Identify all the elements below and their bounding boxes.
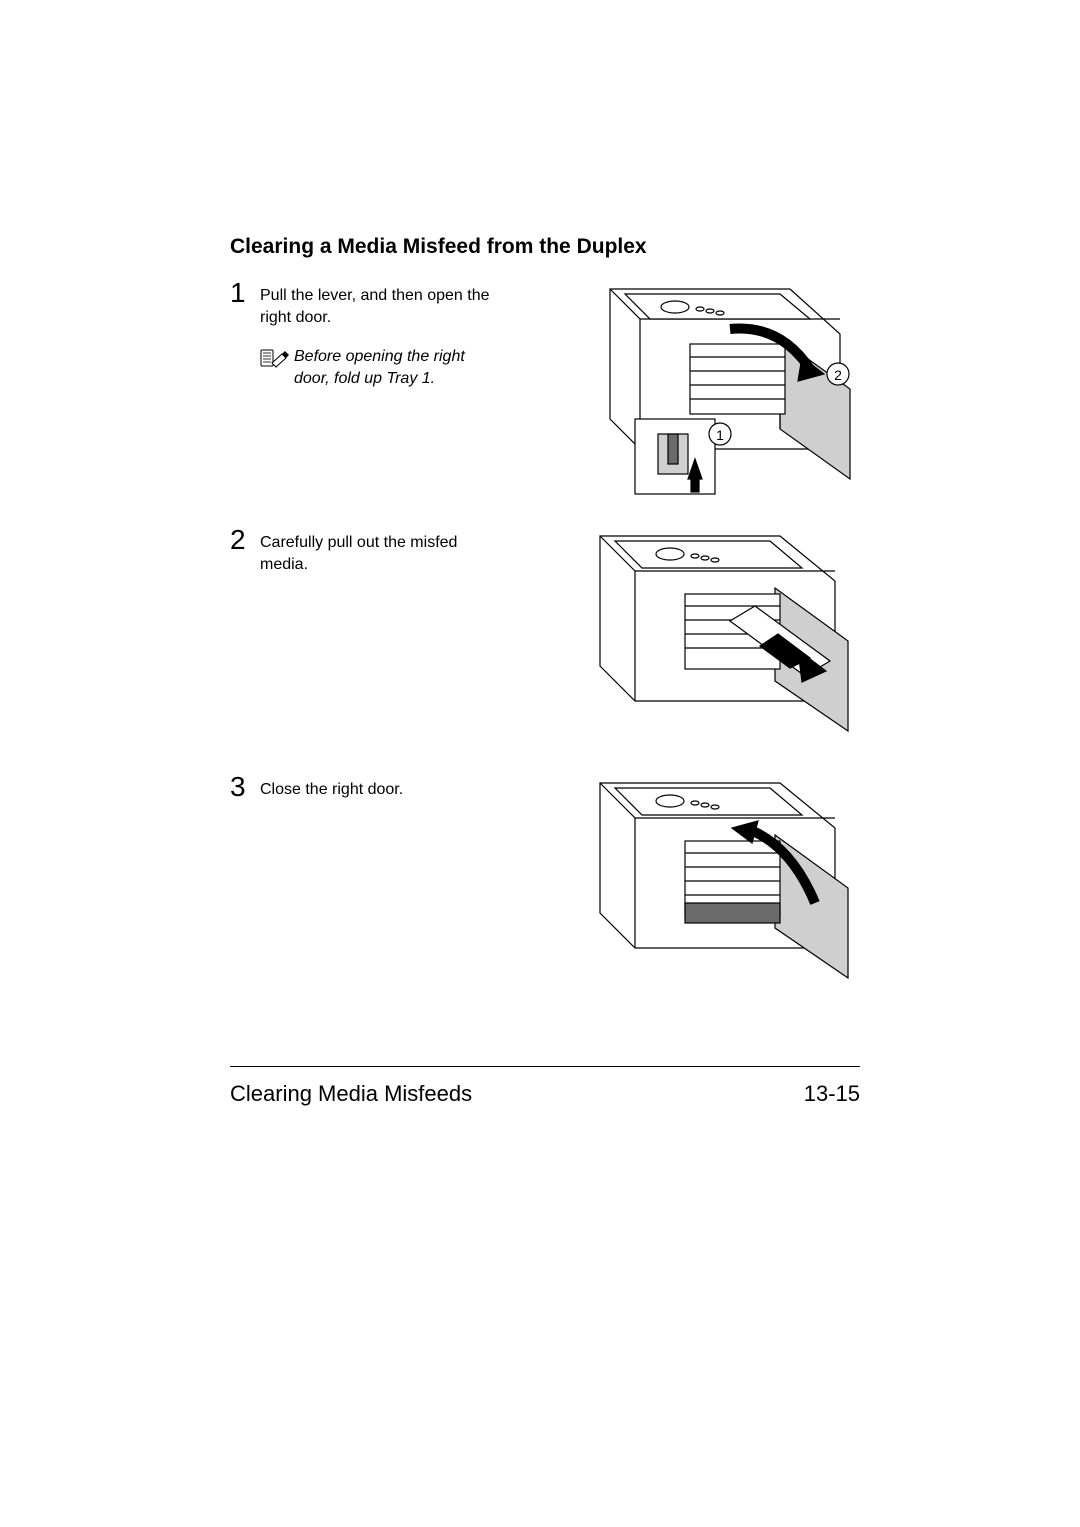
footer-section-title: Clearing Media Misfeeds <box>230 1081 472 1107</box>
note-hand-icon <box>260 346 294 377</box>
manual-page: Clearing a Media Misfeed from the Duplex… <box>0 0 1080 1527</box>
step-instruction: Carefully pull out the misfed media. <box>260 532 490 575</box>
step-body: Carefully pull out the misfed media. <box>260 526 860 751</box>
illustration-column <box>490 773 860 998</box>
printer-illustration-3 <box>580 773 860 998</box>
note-row: Before opening the right door, fold up T… <box>260 346 490 389</box>
footer-rule <box>230 1066 860 1067</box>
illustration-column: 1 2 <box>490 279 860 504</box>
step-block-3: 3 Close the right door. <box>230 773 860 998</box>
step-row: 3 Close the right door. <box>230 773 860 998</box>
note-text: Before opening the right door, fold up T… <box>294 346 490 389</box>
step-number: 1 <box>230 279 260 307</box>
page-footer: Clearing Media Misfeeds 13-15 <box>230 1081 860 1107</box>
step-number: 3 <box>230 773 260 801</box>
step-block-2: 2 Carefully pull out the misfed media. <box>230 526 860 751</box>
step-number: 2 <box>230 526 260 554</box>
callout-label-2: 2 <box>834 367 842 383</box>
illustration-column <box>490 526 860 751</box>
callout-label-1: 1 <box>716 427 724 443</box>
step-instruction: Close the right door. <box>260 779 490 801</box>
step-text-column: Carefully pull out the misfed media. <box>260 526 490 575</box>
step-body: Pull the lever, and then open the right … <box>260 279 860 504</box>
step-row: 2 Carefully pull out the misfed media. <box>230 526 860 751</box>
printer-illustration-2 <box>580 526 860 751</box>
step-instruction: Pull the lever, and then open the right … <box>260 285 490 328</box>
step-text-column: Pull the lever, and then open the right … <box>260 279 490 389</box>
section-heading: Clearing a Media Misfeed from the Duplex <box>230 235 860 259</box>
step-text-column: Close the right door. <box>260 773 490 801</box>
step-block-1: 1 Pull the lever, and then open the righ… <box>230 279 860 504</box>
footer-page-number: 13-15 <box>804 1081 860 1107</box>
step-body: Close the right door. <box>260 773 860 998</box>
step-row: 1 Pull the lever, and then open the righ… <box>230 279 860 504</box>
printer-illustration-1: 1 2 <box>580 279 860 504</box>
